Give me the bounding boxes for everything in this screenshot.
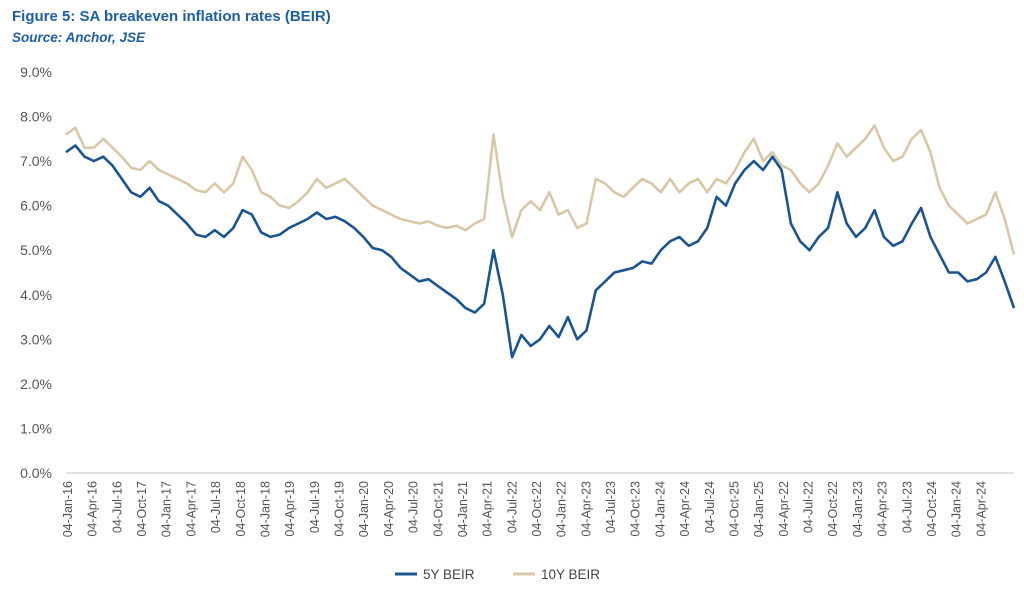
- x-tick-label: 04-Jan-21: [456, 481, 470, 537]
- y-tick-label: 5.0%: [20, 242, 52, 258]
- x-tick-label: 04-Jul-20: [407, 481, 421, 533]
- x-tick-label: 04-Jul-19: [308, 481, 322, 533]
- y-tick-label: 7.0%: [20, 153, 52, 169]
- y-tick-label: 1.0%: [20, 420, 52, 436]
- x-tick-label: 04-Apr-21: [481, 481, 495, 537]
- x-tick-label: 04-Oct-17: [135, 481, 149, 537]
- legend: 5Y BEIR 10Y BEIR: [395, 567, 600, 582]
- legend-item-10y-beir-label: 10Y BEIR: [541, 567, 600, 582]
- x-tick-label: 04-Oct-18: [234, 481, 248, 537]
- x-tick-label: 04-Jan-17: [160, 481, 174, 537]
- x-tick-label: 04-Jul-22: [802, 481, 816, 533]
- x-tick-label: 04-Oct-25: [728, 481, 742, 537]
- y-tick-label: 2.0%: [20, 376, 52, 392]
- x-tick-label: 04-Oct-21: [431, 481, 445, 537]
- x-tick-label: 04-Jul-23: [604, 481, 618, 533]
- x-tick-label: 04-Jul-24: [703, 481, 717, 533]
- x-tick-label: 04-Apr-23: [579, 481, 593, 537]
- x-tick-label: 04-Jan-24: [950, 481, 964, 537]
- x-tick-label: 04-Jan-23: [851, 481, 865, 537]
- x-tick-label: 04-Apr-17: [184, 481, 198, 537]
- y-axis: 0.0% 1.0% 2.0% 3.0% 4.0% 5.0% 6.0% 7.0% 8.0% 9.0%: [20, 64, 52, 481]
- x-tick-label: 04-Apr-24: [974, 481, 988, 537]
- x-tick-label: 04-Jan-18: [259, 481, 273, 537]
- y-tick-label: 8.0%: [20, 109, 52, 125]
- x-tick-label: 04-Apr-20: [382, 481, 396, 537]
- series-5y-beir-line: [65, 144, 1016, 359]
- plot-area: [65, 124, 1016, 359]
- x-tick-label: 04-Oct-24: [925, 481, 939, 537]
- legend-item-5y-beir-label: 5Y BEIR: [423, 567, 475, 582]
- x-tick-label: 04-Oct-22: [530, 481, 544, 537]
- x-tick-label: 04-Apr-23: [876, 481, 890, 537]
- x-tick-label: 04-Apr-19: [283, 481, 297, 537]
- x-axis: 04-Jan-16 04-Apr-16 04-Jul-16 04-Oct-17 04-J…: [61, 481, 988, 537]
- x-tick-label: 04-Apr-22: [777, 481, 791, 537]
- x-tick-label: 04-Oct-23: [629, 481, 643, 537]
- x-tick-label: 04-Oct-19: [333, 481, 347, 537]
- x-tick-label: 04-Jul-22: [505, 481, 519, 533]
- x-tick-label: 04-Jan-22: [555, 481, 569, 537]
- x-tick-label: 04-Jan-20: [357, 481, 371, 537]
- x-tick-label: 04-Apr-16: [86, 481, 100, 537]
- y-tick-label: 4.0%: [20, 287, 52, 303]
- x-tick-label: 04-Jan-25: [752, 481, 766, 537]
- x-tick-label: 04-Jul-23: [900, 481, 914, 533]
- chart-subtitle: Source: Anchor, JSE: [12, 30, 146, 45]
- series-10y-beir-line: [65, 124, 1016, 256]
- x-tick-label: 04-Jan-24: [653, 481, 667, 537]
- x-tick-label: 04-Oct-22: [826, 481, 840, 537]
- x-tick-label: 04-Apr-24: [678, 481, 692, 537]
- x-tick-label: 04-Jul-18: [209, 481, 223, 533]
- y-tick-label: 3.0%: [20, 331, 52, 347]
- x-tick-label: 04-Jan-16: [61, 481, 75, 537]
- chart-title: Figure 5: SA breakeven inflation rates (…: [12, 8, 331, 25]
- y-tick-label: 0.0%: [20, 465, 52, 481]
- x-tick-label: 04-Jul-16: [110, 481, 124, 533]
- y-tick-label: 9.0%: [20, 64, 52, 80]
- y-tick-label: 6.0%: [20, 198, 52, 214]
